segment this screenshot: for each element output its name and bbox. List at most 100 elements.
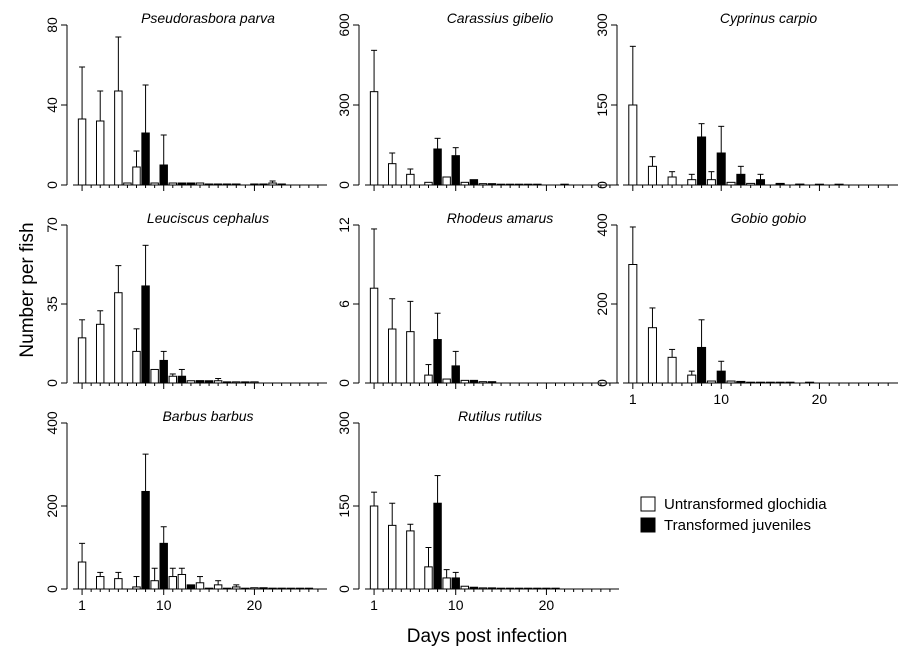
bar-untransformed <box>706 380 716 384</box>
bar-untransformed <box>687 179 697 186</box>
bar-untransformed <box>406 331 415 384</box>
panel-title: Cyprinus carpio <box>720 10 817 26</box>
bar-untransformed <box>150 182 159 186</box>
y-tick-label: 0 <box>594 379 610 387</box>
y-tick-label: 300 <box>336 93 352 117</box>
bar-untransformed <box>496 587 506 590</box>
bar-untransformed <box>132 350 141 384</box>
bar-untransformed <box>628 104 638 186</box>
bar-transformed <box>775 182 785 186</box>
bar-transformed <box>469 379 479 384</box>
bar-untransformed <box>406 173 415 186</box>
y-tick-label: 200 <box>44 494 60 518</box>
bar-untransformed <box>746 182 756 186</box>
y-tick-label: 35 <box>44 296 60 312</box>
bar-untransformed <box>442 378 451 384</box>
legend-swatch-transformed <box>640 517 656 533</box>
bar-transformed <box>697 346 707 384</box>
bar-untransformed <box>785 381 795 384</box>
bar-untransformed <box>460 181 470 186</box>
panel-title: Pseudorasbora parva <box>141 10 275 26</box>
y-tick-label: 300 <box>594 13 610 37</box>
bar-untransformed <box>496 183 506 186</box>
bar-transformed <box>259 183 268 186</box>
bar-untransformed <box>560 183 569 186</box>
panel-title: Rhodeus amarus <box>447 210 554 226</box>
bar-untransformed <box>442 176 451 186</box>
panel-title: Rutilus rutilus <box>458 408 542 424</box>
bar-untransformed <box>667 356 677 384</box>
bar-transformed <box>469 179 479 186</box>
bar-untransformed <box>834 183 844 186</box>
y-tick-label: 12 <box>336 217 352 233</box>
bar-untransformed <box>533 183 542 186</box>
bar-transformed <box>451 577 460 590</box>
bar-transformed <box>795 183 805 186</box>
panel-title: Barbus barbus <box>162 408 253 424</box>
bar-untransformed <box>478 381 488 384</box>
bar-untransformed <box>95 120 105 186</box>
bar-transformed <box>241 587 250 590</box>
bar-untransformed <box>533 587 542 590</box>
bar-untransformed <box>726 380 736 384</box>
bar-untransformed <box>150 368 159 384</box>
legend: Untransformed glochidia Transformed juve… <box>640 496 827 534</box>
bar-untransformed <box>77 118 87 186</box>
bar-transformed <box>433 148 442 186</box>
bar-transformed <box>542 587 551 590</box>
bar-untransformed <box>628 264 638 384</box>
bar-transformed <box>295 587 305 590</box>
y-tick-label: 200 <box>594 292 610 316</box>
panel-5: Rhodeus amarus 0 6 12 <box>336 210 619 389</box>
bar-untransformed <box>95 323 105 384</box>
panel-title: Leuciscus cephalus <box>147 210 269 226</box>
bar-untransformed <box>168 576 178 590</box>
y-tick-label: 80 <box>44 17 60 33</box>
bar-untransformed <box>667 176 677 186</box>
y-tick-label: 6 <box>336 300 352 308</box>
bar-untransformed <box>460 379 470 384</box>
bar-untransformed <box>95 576 105 590</box>
legend-swatch-untransformed <box>640 496 656 512</box>
x-tick-label: 10 <box>156 597 172 613</box>
bar-transformed <box>204 380 214 384</box>
bar-untransformed <box>387 524 397 590</box>
bar-untransformed <box>424 181 433 186</box>
bar-untransformed <box>114 578 123 590</box>
legend-label-transformed: Transformed juveniles <box>664 517 811 534</box>
panel-2: Carassius gibelio 0 300 600 <box>336 10 619 191</box>
bar-transformed <box>159 164 168 186</box>
bar-untransformed <box>369 505 379 590</box>
legend-label-untransformed: Untransformed glochidia <box>664 496 827 513</box>
bar-transformed <box>524 183 533 186</box>
bar-transformed <box>259 587 268 590</box>
bar-transformed <box>755 179 766 186</box>
bar-transformed <box>232 183 241 186</box>
bar-transformed <box>487 183 497 186</box>
x-tick-label: 1 <box>370 597 378 613</box>
bar-transformed <box>141 490 150 590</box>
panel-title: Carassius gibelio <box>447 10 554 26</box>
bar-untransformed <box>442 577 451 590</box>
bar-untransformed <box>213 584 223 590</box>
bar-untransformed <box>232 586 241 590</box>
bar-untransformed <box>186 380 196 384</box>
bar-transformed <box>159 542 168 590</box>
bar-untransformed <box>114 292 123 384</box>
bar-untransformed <box>460 585 470 590</box>
bar-untransformed <box>132 586 141 590</box>
bar-transformed <box>755 381 766 384</box>
bar-untransformed <box>647 327 657 384</box>
bar-transformed <box>141 285 150 384</box>
panel-7: Barbus barbus 0 200 400 1 10 20 <box>44 408 327 613</box>
bar-untransformed <box>114 90 123 186</box>
panel-title: Gobio gobio <box>731 210 807 226</box>
bar-untransformed <box>726 181 736 186</box>
bar-untransformed <box>250 381 259 384</box>
bar-untransformed <box>250 587 259 590</box>
bar-untransformed <box>213 183 223 186</box>
bar-untransformed <box>286 587 295 590</box>
bar-untransformed <box>514 587 524 590</box>
bar-untransformed <box>805 381 815 384</box>
bar-transformed <box>141 132 150 186</box>
